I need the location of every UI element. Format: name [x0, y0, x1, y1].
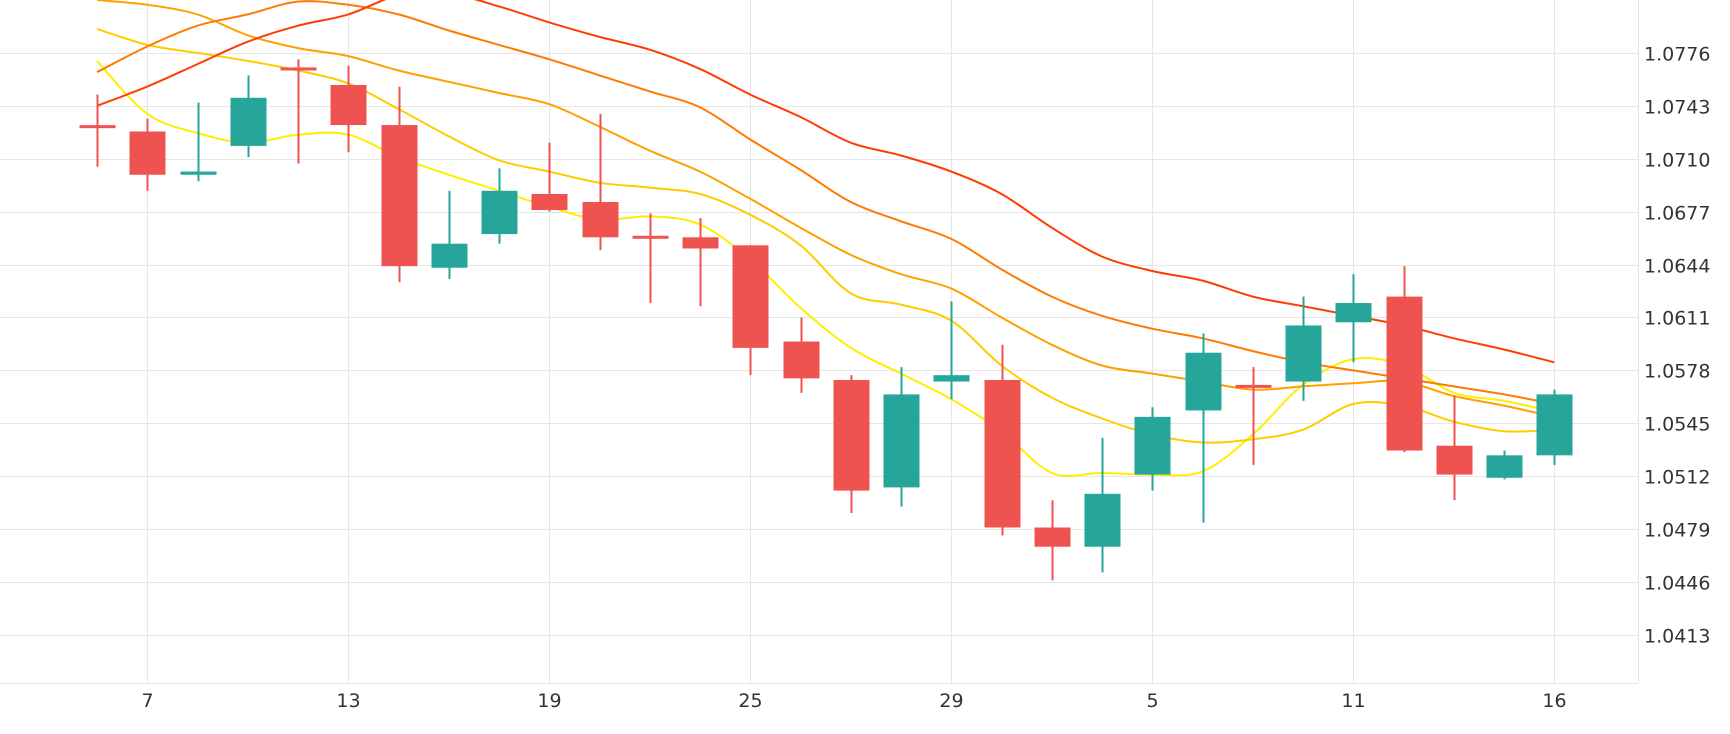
candle-body [783, 341, 820, 379]
bearish-candle [79, 94, 116, 167]
bearish-candle [984, 344, 1021, 536]
x-tick-label: 5 [1146, 690, 1158, 712]
candle-body [1386, 296, 1423, 451]
axis-labels: 1.0776 1.0743 1.0710 1.0677 1.0644 1.0611 1.05… [141, 44, 1710, 713]
ma-line-3 [96, 0, 1555, 418]
candle-body [682, 237, 719, 249]
y-tick-label: 1.0512 [1644, 467, 1710, 489]
bearish-candle [783, 317, 820, 393]
bullish-candle [933, 301, 970, 400]
bearish-candle [1034, 500, 1071, 581]
bearish-candle [632, 213, 669, 304]
bearish-candle [732, 245, 769, 376]
moving-average-ribbon [96, 0, 1555, 477]
candle-body [883, 394, 920, 488]
candle-body [582, 202, 619, 238]
y-tick-label: 1.0677 [1644, 203, 1710, 225]
candle-body [632, 235, 669, 239]
bullish-candle [1285, 296, 1322, 401]
bearish-candle [531, 142, 568, 212]
candle-body [180, 171, 217, 175]
ma-line-4 [96, 0, 1555, 405]
candle-body [79, 125, 116, 129]
bullish-candle [431, 190, 468, 279]
y-tick-label: 1.0413 [1644, 626, 1710, 648]
candle-body [1185, 352, 1222, 411]
candle-body [280, 67, 317, 71]
x-tick-label: 25 [738, 690, 762, 712]
candle-body [1034, 527, 1071, 547]
bearish-candle [833, 375, 870, 514]
bearish-candle [1235, 367, 1272, 465]
candle-body [330, 84, 367, 126]
bearish-candle [582, 113, 619, 251]
y-tick-label: 1.0446 [1644, 573, 1710, 595]
y-tick-label: 1.0479 [1644, 520, 1710, 542]
bullish-candle [1134, 407, 1171, 491]
candle-body [431, 243, 468, 268]
x-tick-label: 13 [336, 690, 360, 712]
bullish-candle [1536, 389, 1573, 465]
ma-line-2 [96, 27, 1555, 444]
candle-body [230, 97, 267, 146]
bearish-candle [1386, 266, 1423, 453]
y-tick-label: 1.0776 [1644, 44, 1710, 66]
candle-body [833, 379, 870, 491]
bullish-candle [230, 75, 267, 158]
candle-body [1536, 394, 1573, 456]
candle-body [1486, 455, 1523, 478]
bullish-candle [180, 102, 217, 182]
x-tick-label: 11 [1341, 690, 1365, 712]
y-tick-label: 1.0710 [1644, 150, 1710, 172]
x-tick-label: 7 [141, 690, 153, 712]
bullish-candle [481, 168, 518, 244]
x-tick-label: 29 [939, 690, 963, 712]
x-tick-label: 16 [1542, 690, 1566, 712]
candle-body [1285, 325, 1322, 382]
candles [79, 59, 1573, 581]
bearish-candle [280, 59, 317, 164]
x-tick-label: 19 [537, 690, 561, 712]
grid-lines [0, 0, 1639, 684]
ma-line-5 [96, 0, 1555, 364]
candle-body [1235, 384, 1272, 388]
bullish-candle [1486, 450, 1523, 480]
candle-body [933, 375, 970, 382]
bullish-candle [883, 367, 920, 507]
bearish-candle [129, 118, 166, 191]
y-tick-label: 1.0545 [1644, 414, 1710, 436]
bearish-candle [381, 86, 418, 283]
ma-line-1 [96, 60, 1555, 477]
candle-body [381, 125, 418, 267]
bullish-candle [1185, 333, 1222, 523]
candle-body [732, 245, 769, 348]
candle-body [984, 379, 1021, 528]
candle-body [1436, 445, 1473, 475]
candle-body [1134, 416, 1171, 475]
y-tick-label: 1.0644 [1644, 256, 1710, 278]
y-tick-label: 1.0611 [1644, 308, 1710, 330]
bearish-candle [330, 65, 367, 153]
candle-body [1084, 493, 1121, 547]
y-tick-label: 1.0743 [1644, 97, 1710, 119]
bullish-candle [1335, 274, 1372, 363]
candle-body [481, 190, 518, 235]
y-tick-label: 1.0578 [1644, 361, 1710, 383]
bearish-candle [1436, 396, 1473, 501]
candle-body [531, 193, 568, 211]
candle-body [1335, 303, 1372, 323]
bearish-candle [682, 218, 719, 307]
bullish-candle [1084, 437, 1121, 573]
candle-body [129, 131, 166, 175]
